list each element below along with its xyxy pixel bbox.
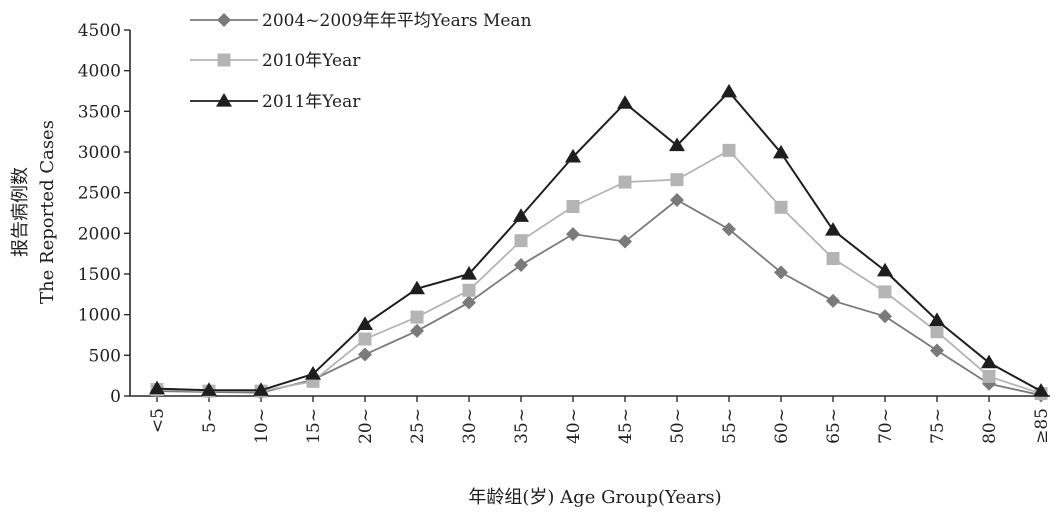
data-point: [514, 234, 528, 248]
legend-diamond-icon: [217, 13, 231, 27]
y-axis-title-english: The Reported Cases: [37, 120, 58, 304]
legend-label: 2011年Year: [262, 92, 361, 112]
y-axis-title-chinese: 报告病例数: [10, 167, 31, 257]
x-tick-label: ≥85: [1032, 408, 1052, 444]
data-point: [410, 310, 424, 324]
y-tick-label: 0: [110, 387, 121, 407]
axes: 0 500 1000 1500 2000 2500 3000 3500 4000 4500 <5 5~…: [78, 21, 1052, 444]
legend-entry: 2004~2009年年平均Years Mean: [190, 11, 532, 31]
x-axis-title: 年龄组(岁) Age Group(Years): [468, 487, 721, 508]
y-tick-label: 1500: [78, 265, 121, 285]
data-point: [670, 173, 684, 187]
x-tick-label: <5: [148, 408, 168, 433]
data-point: [461, 266, 477, 280]
data-point: [462, 295, 476, 310]
series-line: [156, 90, 1042, 392]
legend: 2004~2009年年平均Years Mean 2010年Year 2011年Yea…: [190, 11, 532, 112]
series-line: [156, 149, 1042, 395]
data-point: [826, 293, 840, 308]
x-tick-label: 60~: [772, 408, 792, 444]
x-tick-label: 65~: [824, 408, 844, 444]
data-point: [722, 143, 736, 157]
data-point: [929, 312, 945, 326]
x-tick-label: 15~: [304, 408, 324, 444]
data-point: [618, 175, 632, 189]
x-tick-label: 75~: [928, 408, 948, 444]
data-point: [773, 144, 789, 159]
data-point: [774, 200, 788, 214]
data-point: [722, 222, 736, 237]
y-tick-label: 4000: [78, 62, 121, 82]
x-tick-label: 40~: [564, 408, 584, 444]
data-point: [149, 380, 165, 395]
data-point: [617, 95, 633, 109]
legend-triangle-icon: [216, 93, 232, 107]
data-point: [774, 265, 788, 280]
series-square: [150, 143, 1048, 401]
data-point: [358, 347, 372, 362]
data-point: [305, 366, 321, 380]
data-point: [878, 285, 892, 299]
legend-entry: 2010年Year: [190, 51, 361, 71]
y-tick-label: 3000: [78, 143, 121, 163]
data-point: [930, 325, 944, 339]
x-tick-label: 10~: [252, 408, 272, 444]
data-point: [566, 227, 580, 242]
x-tick-label: 70~: [876, 408, 896, 444]
data-point: [877, 262, 893, 277]
data-point: [201, 382, 217, 396]
data-point: [669, 137, 685, 152]
data-point: [670, 192, 684, 207]
x-tick-label: 80~: [980, 408, 1000, 444]
x-tick-label: 55~: [720, 408, 740, 444]
data-point: [513, 208, 529, 222]
axis-titles: 报告病例数 The Reported Cases 年龄组(岁) Age Grou…: [10, 120, 722, 508]
legend-square-icon: [217, 53, 231, 67]
y-tick-label: 500: [89, 346, 121, 366]
data-point: [1033, 383, 1049, 397]
series-line: [156, 198, 1042, 397]
data-point: [565, 148, 581, 163]
x-tick-label: 35~: [512, 408, 532, 444]
data-point: [462, 283, 476, 297]
legend-entry: 2011年Year: [190, 92, 361, 112]
data-point: [409, 280, 425, 295]
y-tick-label: 1000: [78, 306, 121, 326]
data-point: [410, 323, 424, 338]
x-tick-label: 5~: [200, 408, 220, 433]
data-point: [566, 199, 580, 213]
data-point: [357, 316, 373, 331]
y-tick-label: 2500: [78, 184, 121, 204]
data-point: [618, 234, 632, 249]
x-tick-label: 50~: [668, 408, 688, 444]
data-point: [721, 83, 737, 98]
data-point: [358, 332, 372, 346]
data-point: [825, 222, 841, 236]
data-point: [982, 369, 996, 383]
data-point: [930, 343, 944, 358]
x-tick-label: 45~: [616, 408, 636, 444]
data-point: [981, 354, 997, 369]
data-point: [826, 252, 840, 266]
series-layer: [149, 83, 1049, 403]
y-tick-label: 2000: [78, 224, 121, 244]
x-tick-label: 30~: [460, 408, 480, 444]
x-tick-label: 20~: [356, 408, 376, 444]
legend-label: 2004~2009年年平均Years Mean: [262, 11, 532, 31]
data-point: [253, 382, 269, 396]
data-point: [878, 309, 892, 324]
y-tick-label: 4500: [78, 21, 121, 41]
data-point: [514, 258, 528, 273]
y-tick-label: 3500: [78, 102, 121, 122]
series-triangle: [149, 83, 1049, 397]
x-tick-label: 25~: [408, 408, 428, 444]
legend-label: 2010年Year: [262, 51, 361, 71]
